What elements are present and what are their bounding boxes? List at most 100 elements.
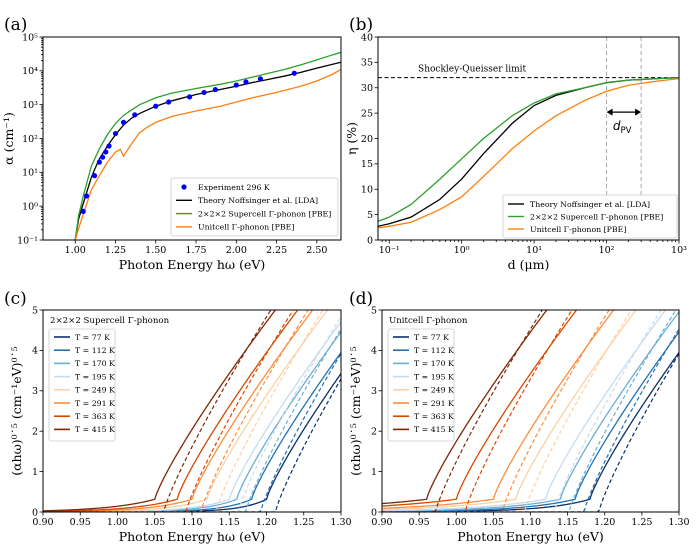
- data-point: [112, 130, 119, 137]
- legend-label: T = 195 K: [414, 372, 454, 381]
- legend-label: T = 170 K: [75, 359, 115, 368]
- x-tick-label: 0.95: [70, 517, 91, 528]
- dpv-label: dPV: [613, 119, 632, 136]
- x-tick-label: 1.25: [293, 517, 314, 528]
- legend-label: T = 415 K: [414, 425, 454, 434]
- x-tick-label: 10⁻¹: [379, 245, 400, 256]
- series-line-dashed: [382, 353, 679, 512]
- y-tick-label: 10: [361, 185, 373, 196]
- legend-box: [170, 177, 339, 237]
- data-point: [291, 70, 297, 76]
- y-tick-label: 40: [361, 32, 373, 43]
- legend-marker: [181, 184, 187, 190]
- series-line: [382, 310, 637, 511]
- y-tick-label: 2: [371, 427, 377, 438]
- data-point: [80, 208, 86, 215]
- series-line-dashed: [43, 310, 309, 512]
- inner-title: 2×2×2 Supercell Γ-phonon: [50, 316, 170, 326]
- data-point: [106, 143, 112, 149]
- x-tick-label: 0.95: [409, 517, 430, 528]
- panel-label: (d): [349, 289, 373, 309]
- data-point: [153, 103, 159, 109]
- legend-label: T = 195 K: [75, 372, 115, 381]
- series-line-dashed: [382, 310, 662, 512]
- series-line: [382, 311, 679, 512]
- data-point: [96, 159, 102, 165]
- series-line-dashed: [382, 310, 573, 512]
- legend-label: T = 170 K: [414, 359, 454, 368]
- x-tick-label: 1.20: [594, 517, 615, 528]
- y-tick-label: 10³: [22, 100, 38, 111]
- series-line: [43, 310, 299, 512]
- series-line-dashed: [382, 310, 610, 512]
- y-tick-label: 0: [371, 507, 377, 518]
- y-tick-label: 0: [32, 507, 38, 518]
- axes-frame: [42, 309, 342, 513]
- series-line: [382, 310, 548, 505]
- series-line-dashed: [43, 310, 324, 512]
- x-tick-label: 1.05: [144, 517, 165, 528]
- legend-label: Unitcell Γ-phonon [PBE]: [198, 223, 294, 232]
- series-line-dashed: [382, 310, 677, 512]
- x-tick-label: 10⁰: [454, 245, 470, 256]
- y-tick-label: 3: [32, 386, 38, 397]
- x-tick-label: 1.30: [668, 517, 689, 528]
- y-tick-label: 1: [32, 467, 38, 478]
- data-point: [103, 149, 109, 155]
- series-line: [382, 310, 615, 509]
- y-tick-label: 10²: [22, 134, 38, 145]
- legend-label: T = 415 K: [75, 425, 115, 434]
- legend-box: [387, 328, 455, 442]
- data-point: [100, 154, 106, 160]
- x-tick-label: 1.00: [446, 517, 467, 528]
- legend-label: T = 77 K: [75, 333, 110, 342]
- y-tick-label: 4: [371, 346, 377, 357]
- series-line: [74, 61, 341, 240]
- x-tick-label: 1.15: [557, 517, 578, 528]
- panel-d: 0.90 0.95 1.00 1.05 1.10 1.15 1.20 1.25 1.30 0 1 2 3…: [348, 289, 690, 544]
- x-tick-label: 10³: [671, 245, 687, 256]
- x-tick-label: 1.25: [631, 517, 652, 528]
- legend-label: T = 291 K: [75, 399, 115, 408]
- legend-label: Experiment 296 K: [198, 183, 270, 192]
- data-point: [91, 173, 98, 179]
- x-tick-label: 0.90: [32, 517, 53, 528]
- x-tick-label: 10²: [599, 245, 615, 256]
- inner-title: Unitcell Γ-phonon: [389, 316, 468, 326]
- data-point: [186, 94, 193, 100]
- x-tick-label: 2.25: [266, 245, 287, 256]
- data-point: [233, 82, 239, 88]
- panel-c-plot: [43, 310, 341, 512]
- dpv-subscript: PV: [620, 126, 631, 136]
- series-line-dashed: [43, 378, 341, 512]
- x-tick-label: 1.25: [105, 245, 126, 256]
- y-tick-label: 15: [361, 159, 373, 170]
- y-tick-label: 25: [361, 108, 373, 119]
- series-line: [378, 77, 679, 229]
- legend-label: T = 77 K: [414, 333, 449, 342]
- data-point: [212, 86, 218, 93]
- x-tick-label: 1.10: [520, 517, 541, 528]
- y-tick-label: 5: [367, 210, 373, 221]
- series-line: [74, 51, 341, 240]
- x-tick-label: 10¹: [526, 245, 542, 256]
- x-tick-label: 1.20: [256, 517, 277, 528]
- x-tick-label: 1.00: [65, 245, 86, 256]
- y-axis-title: (αhω)⁰˙⁵ (cm⁻¹eV)⁰˙⁵: [9, 346, 24, 476]
- y-tick-label: 5: [371, 305, 377, 316]
- axes-frame: [381, 309, 680, 513]
- data-point: [201, 89, 207, 96]
- series-line: [382, 310, 667, 512]
- panel-b: 10⁻¹ 10⁰ 10¹ 10² 10³ 0 5 10 15 20 25 30 35 40 d (μm) η …: [344, 15, 687, 272]
- x-axis-title: Photon Energy hω (eV): [119, 257, 266, 272]
- dpv-arrow-head-right: [635, 108, 642, 116]
- legend-label: Theory Noffsinger et al. [LDA]: [530, 200, 650, 209]
- panel-a: 1.00 1.25 1.50 1.75 2.00 2.25 2.50 10⁻¹ 10⁰ 10¹ 10…: [1, 15, 342, 272]
- legend-label: Unitcell Γ-phonon [PBE]: [530, 225, 626, 234]
- axes-frame: [377, 36, 680, 241]
- y-tick-label: 35: [361, 58, 373, 69]
- y-tick-label: 10¹: [22, 168, 38, 179]
- y-tick-label: 3: [371, 386, 377, 397]
- y-tick-label: 1: [371, 467, 377, 478]
